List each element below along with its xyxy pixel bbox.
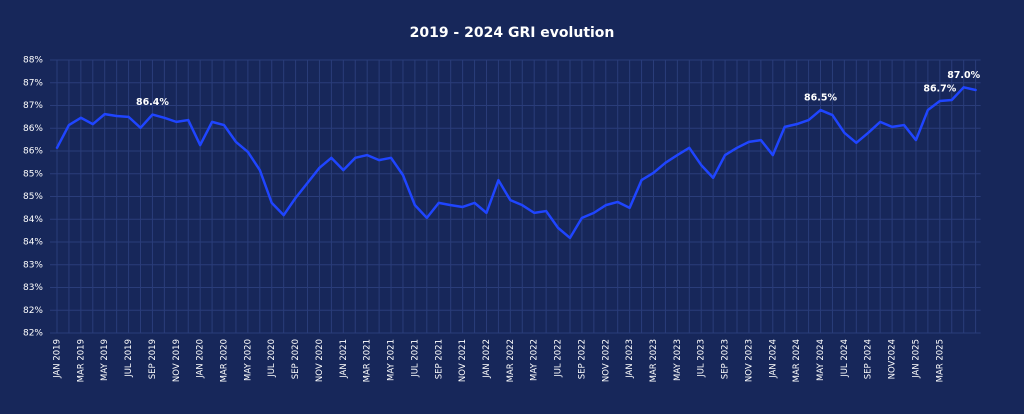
x-tick-label: JUL 2019 [124, 339, 134, 378]
x-tick-label: MAR 2021 [363, 339, 373, 382]
x-tick-label: SEP 2021 [434, 339, 444, 379]
x-tick-label: NOV 2023 [744, 339, 754, 382]
x-tick-label: MAY 2019 [100, 339, 110, 381]
x-tick-label: SEP 2019 [148, 339, 158, 379]
x-tick-label: MAY 2020 [243, 339, 253, 381]
chart-title: 2019 - 2024 GRI evolution [410, 25, 615, 41]
x-tick-label: JUL 2020 [267, 339, 277, 378]
x-tick-label: MAY 2024 [816, 339, 826, 381]
data-label: 86.7% [923, 83, 956, 94]
x-tick-label: JAN 2024 [768, 339, 778, 379]
x-tick-label: JAN 2023 [625, 339, 635, 379]
y-tick-label: 83% [23, 283, 43, 293]
x-tick-label: JUL 2021 [410, 339, 420, 378]
x-tick-label: JAN 2020 [196, 339, 206, 379]
y-tick-label: 87% [23, 78, 43, 88]
x-tick-label: MAY 2023 [673, 339, 683, 381]
x-tick-label: NOV 2020 [315, 339, 325, 382]
x-tick-label: SEP 2020 [291, 339, 301, 379]
x-tick-label: JUL 2022 [554, 339, 564, 378]
data-label: 86.4% [136, 97, 169, 108]
y-tick-label: 84% [23, 215, 43, 225]
y-tick-label: 88% [23, 56, 43, 66]
x-tick-label: JUL 2024 [840, 339, 850, 378]
x-tick-label: MAR 2022 [506, 339, 516, 382]
y-tick-label: 87% [23, 101, 43, 111]
x-tick-label: MAY 2022 [530, 339, 540, 381]
x-tick-label: MAR 2019 [76, 339, 86, 382]
x-tick-label: JUL 2023 [697, 339, 707, 378]
x-tick-label: JAN 2019 [53, 339, 63, 379]
x-tick-label: NOV2024 [888, 339, 898, 379]
y-tick-label: 82% [23, 306, 43, 316]
x-tick-label: SEP 2024 [864, 339, 874, 379]
x-tick-label: NOV 2019 [172, 339, 182, 382]
x-tick-label: JAN 2025 [911, 339, 921, 379]
y-tick-label: 84% [23, 238, 43, 248]
x-tick-label: MAR 2024 [792, 339, 802, 382]
x-tick-label: SEP 2022 [577, 339, 587, 379]
x-tick-label: MAY 2021 [387, 339, 397, 381]
y-tick-label: 86% [23, 147, 43, 157]
x-tick-label: NOV 2022 [601, 339, 611, 382]
x-tick-label: JAN 2021 [339, 339, 349, 379]
x-tick-label: SEP 2023 [721, 339, 731, 379]
y-tick-label: 86% [23, 124, 43, 134]
x-tick-label: NOV 2021 [458, 339, 468, 382]
x-tick-label: JAN 2022 [482, 339, 492, 379]
data-label: 87.0% [947, 70, 980, 81]
x-tick-label: MAR 2023 [649, 339, 659, 382]
y-tick-label: 85% [23, 169, 43, 179]
y-tick-label: 83% [23, 260, 43, 270]
x-tick-label: MAR 2025 [935, 339, 945, 382]
line [55, 86, 977, 240]
y-tick-label: 82% [23, 329, 43, 339]
x-tick-label: MAR 2020 [220, 339, 230, 382]
data-label: 86.5% [804, 93, 837, 104]
y-tick-label: 85% [23, 192, 43, 202]
